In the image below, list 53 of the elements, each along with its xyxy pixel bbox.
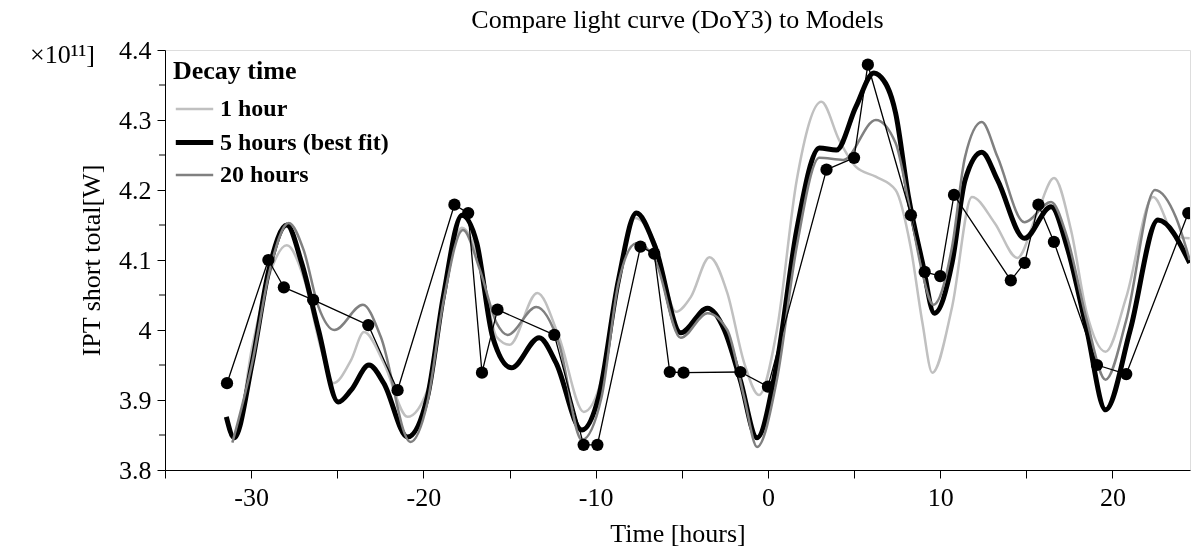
point [577,438,590,451]
x-tick-label: 0 [761,482,775,512]
point [904,209,918,222]
point [262,253,275,267]
y-tick-label: 4.4 [119,35,152,65]
point [634,240,647,253]
legend-label: 20 hours [220,161,309,187]
point [820,163,833,176]
point [1090,358,1104,372]
legend-title: Decay time [173,56,297,85]
point [448,198,461,211]
y-tick-label: 4.3 [119,105,152,135]
x-tick-label: 20 [1099,482,1126,512]
point [761,380,775,393]
legend-label: 5 hours (best fit) [220,128,389,155]
point [307,293,320,307]
legend-label: 1 hour [220,95,288,121]
point [475,366,489,379]
point [677,366,690,379]
x-axis-title: Time [hours] [610,518,746,548]
y-tick-label: 3.9 [119,385,152,415]
x-tick-label: -10 [578,482,614,512]
point [648,247,661,260]
point [918,265,931,279]
point [663,365,676,379]
x-tick-label: -20 [406,482,442,512]
point [1120,367,1133,381]
point [861,58,874,71]
point [491,303,504,316]
point [947,188,961,202]
text: ×10¹¹] [30,40,95,69]
point [1032,198,1045,211]
point [220,377,234,390]
x-tick-label: -30 [234,482,269,512]
point [734,365,747,379]
y-tick-label: 4 [138,315,152,345]
y-axis-title: IPT short total[W] [77,164,106,357]
point [1004,274,1017,287]
point [362,318,375,332]
point [1047,235,1061,248]
point [1018,256,1031,269]
point [391,384,404,397]
point [934,269,947,283]
point [277,281,290,294]
point [847,151,861,164]
y-tick-label: 4.1 [119,245,152,275]
x-tick-label: 10 [927,482,954,512]
chart-title: Compare light curve (DoY3) to Models [471,5,884,34]
point [591,438,604,451]
point [548,328,561,342]
y-tick-label: 4.2 [119,175,152,205]
point [462,206,475,220]
y-tick-label: 3.8 [119,455,152,485]
